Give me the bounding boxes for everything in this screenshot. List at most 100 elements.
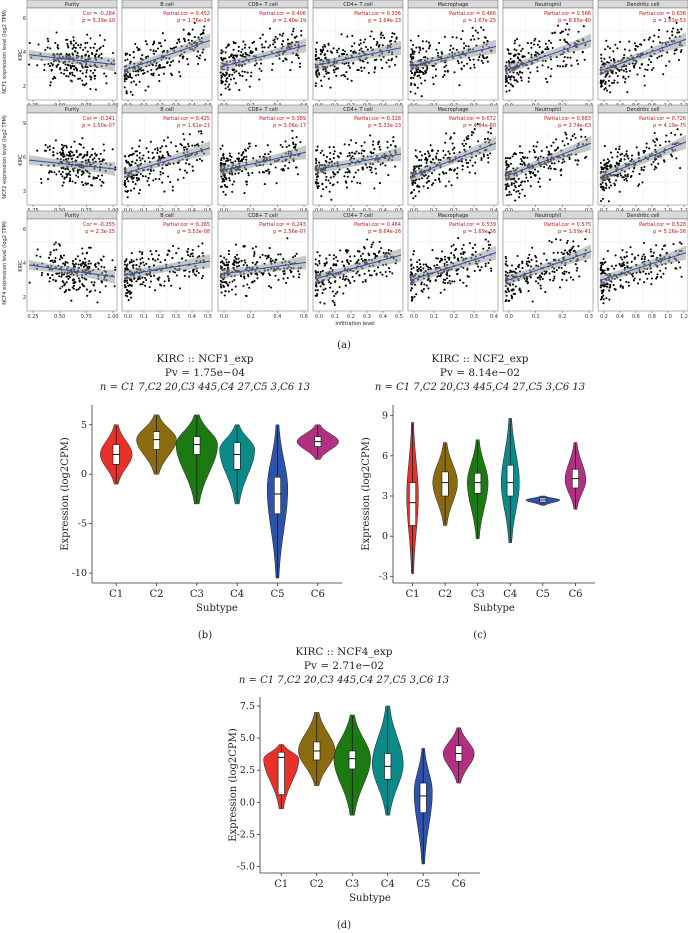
- data-point: [340, 74, 343, 77]
- x-tick-label: 0.3: [585, 314, 593, 320]
- data-point: [54, 77, 57, 80]
- data-point: [151, 258, 154, 261]
- data-point: [314, 48, 317, 51]
- data-point: [324, 172, 327, 175]
- data-point: [341, 277, 344, 281]
- data-point: [349, 282, 352, 285]
- data-point: [443, 282, 447, 285]
- data-point: [363, 141, 366, 144]
- data-point: [412, 179, 415, 182]
- data-point: [445, 132, 448, 135]
- data-point: [52, 261, 55, 264]
- data-point: [123, 77, 126, 81]
- data-point: [76, 155, 79, 159]
- data-point: [87, 159, 90, 162]
- data-point: [188, 163, 191, 166]
- data-point: [315, 41, 318, 44]
- data-point: [253, 252, 256, 255]
- data-point: [453, 280, 456, 283]
- data-point: [201, 252, 204, 255]
- data-point: [220, 80, 223, 83]
- data-point: [512, 76, 516, 79]
- data-point: [73, 278, 76, 281]
- data-point: [354, 171, 357, 174]
- data-point: [390, 57, 394, 60]
- x-tick-label: 0.3: [363, 314, 371, 320]
- confidence-band: [29, 49, 115, 72]
- data-point: [178, 60, 181, 63]
- data-point: [515, 181, 518, 184]
- data-point: [140, 253, 144, 256]
- data-point: [477, 265, 480, 268]
- data-point: [124, 286, 127, 289]
- data-point: [78, 77, 82, 80]
- data-point: [138, 156, 141, 159]
- data-point: [324, 262, 327, 266]
- data-point: [43, 69, 46, 72]
- data-point: [428, 266, 431, 269]
- data-point: [516, 38, 519, 41]
- data-point: [558, 286, 562, 289]
- data-point: [125, 288, 129, 291]
- data-point: [358, 43, 361, 46]
- data-point: [156, 147, 159, 150]
- data-point: [357, 168, 360, 172]
- data-point: [37, 43, 40, 46]
- confidence-band: [220, 255, 306, 280]
- data-point: [420, 269, 423, 272]
- data-point: [584, 135, 587, 138]
- data-point: [506, 271, 509, 274]
- data-point: [288, 144, 291, 147]
- data-point: [94, 152, 97, 155]
- cell-type-label: Purity: [65, 213, 80, 219]
- data-point: [321, 292, 324, 295]
- data-point: [85, 69, 88, 72]
- data-point: [415, 165, 418, 168]
- data-point: [231, 68, 234, 71]
- data-point: [521, 163, 524, 166]
- data-point: [390, 249, 393, 252]
- data-point: [85, 82, 88, 85]
- data-point: [379, 33, 382, 36]
- data-point: [486, 56, 489, 59]
- data-point: [158, 276, 161, 279]
- data-point: [530, 46, 533, 49]
- data-point: [156, 258, 159, 261]
- data-point: [668, 60, 671, 63]
- data-point: [422, 263, 425, 266]
- data-point: [533, 174, 536, 177]
- data-point: [282, 277, 285, 280]
- data-point: [74, 66, 77, 69]
- data-point: [606, 45, 609, 48]
- data-point: [471, 34, 475, 37]
- data-point: [601, 181, 604, 184]
- data-point: [82, 48, 85, 51]
- data-point: [504, 183, 507, 186]
- data-point: [62, 254, 66, 257]
- data-point: [679, 50, 682, 53]
- data-point: [95, 176, 98, 180]
- data-point: [416, 156, 419, 159]
- data-point: [68, 72, 72, 75]
- data-point: [163, 190, 166, 193]
- data-point: [434, 279, 437, 282]
- data-point: [159, 173, 162, 176]
- data-point: [409, 53, 412, 56]
- data-point: [187, 33, 190, 36]
- data-point: [446, 70, 449, 73]
- data-point: [65, 175, 68, 179]
- data-point: [482, 153, 485, 156]
- data-point: [367, 71, 370, 74]
- data-point: [562, 60, 565, 63]
- x-tick-label: 0.6: [300, 314, 308, 320]
- data-point: [448, 279, 451, 282]
- data-point: [335, 67, 339, 70]
- data-point: [510, 61, 513, 64]
- data-point: [336, 259, 339, 262]
- data-point: [73, 140, 76, 143]
- data-point: [138, 277, 142, 280]
- data-point: [582, 25, 585, 28]
- data-point: [229, 154, 232, 157]
- data-point: [410, 267, 413, 270]
